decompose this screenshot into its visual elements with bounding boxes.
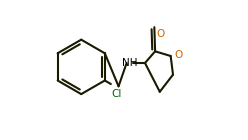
Text: O: O xyxy=(175,50,183,60)
Text: Cl: Cl xyxy=(112,89,122,99)
Text: NH: NH xyxy=(122,58,137,68)
Text: O: O xyxy=(156,29,164,39)
